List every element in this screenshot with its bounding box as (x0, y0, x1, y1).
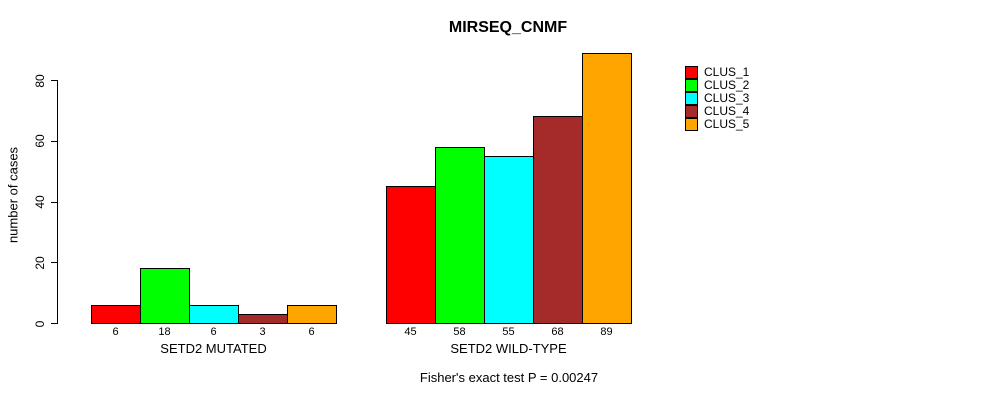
chart-title: MIRSEQ_CNMF (448, 19, 568, 36)
bar-value-label: 18 (158, 326, 171, 338)
bar-clus_2 (435, 147, 485, 324)
y-tick-label: 60 (33, 134, 47, 148)
y-tick-label: 20 (33, 256, 47, 270)
y-axis-line (57, 80, 58, 324)
legend-color-swatch (685, 66, 698, 79)
x-axis-group-label: SETD2 MUTATED (160, 341, 267, 356)
legend-label: CLUS_5 (704, 117, 750, 131)
legend-color-swatch (685, 105, 698, 118)
fisher-test-annotation: Fisher's exact test P = 0.00247 (419, 370, 599, 385)
bar-value-label: 89 (600, 326, 613, 338)
y-tick-mark (51, 80, 57, 81)
y-tick-label: 40 (33, 195, 47, 209)
y-tick-mark (51, 201, 57, 203)
legend-item-clus_1: CLUS_1 (685, 66, 749, 79)
legend: CLUS_1 CLUS_2 CLUS_3 CLUS_4 CLUS_5 (685, 66, 749, 131)
bar-clus_5 (582, 53, 632, 324)
x-axis-group-label: SETD2 WILD-TYPE (450, 341, 567, 356)
y-tick-label: 0 (33, 320, 47, 327)
y-tick-mark (51, 262, 57, 264)
y-tick-mark (51, 140, 57, 142)
bar-value-label: 55 (502, 326, 515, 338)
legend-label: CLUS_4 (704, 104, 750, 118)
bar-clus_2 (140, 268, 190, 324)
bar-clus_4 (238, 314, 288, 324)
bar-value-label: 6 (210, 326, 217, 338)
legend-color-swatch (685, 79, 698, 92)
y-axis-label: number of cases (5, 146, 21, 244)
legend-item-clus_3: CLUS_3 (685, 92, 749, 105)
bar-clus_4 (533, 116, 583, 324)
bar-clus_1 (91, 305, 141, 324)
bar-value-label: 6 (308, 326, 315, 338)
legend-label: CLUS_3 (704, 91, 750, 105)
legend-item-clus_4: CLUS_4 (685, 105, 749, 118)
bar-value-label: 3 (259, 326, 266, 338)
bar-value-label: 68 (551, 326, 564, 338)
legend-item-clus_5: CLUS_5 (685, 118, 749, 131)
legend-label: CLUS_1 (704, 65, 750, 79)
y-tick-label: 80 (33, 73, 47, 88)
bar-value-label: 58 (453, 326, 466, 338)
legend-color-swatch (685, 92, 698, 105)
bar-value-label: 6 (112, 326, 119, 338)
bar-clus_3 (189, 305, 239, 324)
bar-value-label: 45 (404, 326, 417, 338)
legend-item-clus_2: CLUS_2 (685, 79, 749, 92)
bar-clus_3 (484, 156, 534, 324)
legend-label: CLUS_2 (704, 78, 750, 92)
bar-clus_5 (287, 305, 337, 324)
y-tick-mark (51, 323, 57, 324)
legend-color-swatch (685, 118, 698, 131)
bar-clus_1 (386, 186, 436, 324)
